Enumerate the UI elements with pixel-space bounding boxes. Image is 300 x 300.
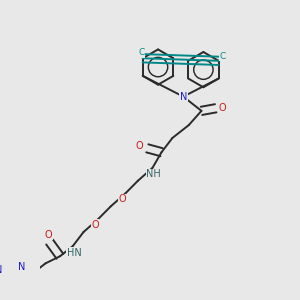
Text: N: N [18,262,26,272]
Text: C: C [219,52,226,61]
Text: N: N [0,265,3,275]
Text: O: O [44,230,52,240]
Text: N: N [180,92,187,102]
Text: O: O [118,194,126,204]
Text: NH: NH [146,169,161,179]
Text: C: C [138,48,145,57]
Text: O: O [91,220,99,230]
Text: O: O [218,103,226,113]
Text: HN: HN [67,248,81,258]
Text: O: O [136,141,143,151]
